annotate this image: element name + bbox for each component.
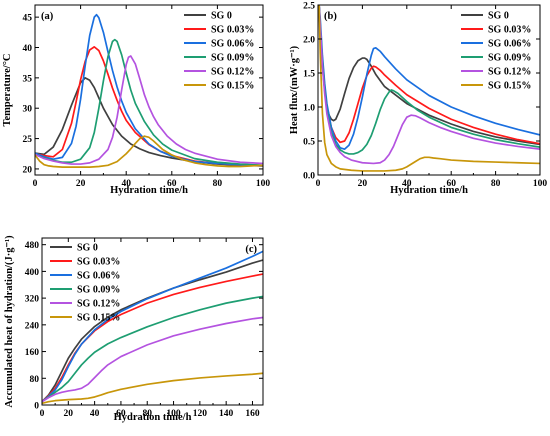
y-tick-label: 400 — [25, 268, 40, 278]
legend-label: SG 0 — [211, 11, 232, 22]
y-tick-label: 35 — [23, 74, 33, 84]
x-axis-title: Hydration time/h — [110, 185, 188, 196]
legend-label: SG 0.09% — [211, 53, 254, 64]
y-tick-label: 160 — [25, 348, 40, 358]
x-tick-label: 40 — [402, 179, 412, 189]
x-tick-label: 80 — [142, 409, 152, 419]
y-axis-title: Heat flux/(mW·g⁻¹) — [289, 45, 300, 134]
legend-label: SG 0.06% — [211, 39, 254, 50]
y-tick-label: 240 — [25, 321, 40, 331]
x-tick-label: 40 — [90, 409, 100, 419]
x-tick-label: 80 — [491, 179, 501, 189]
legend-label: SG 0.09% — [77, 285, 120, 296]
x-tick-label: 60 — [446, 179, 456, 189]
y-tick-label: 30 — [23, 105, 33, 115]
x-tick-label: 20 — [64, 409, 74, 419]
legend-label: SG 0.12% — [211, 67, 254, 78]
y-tick-label: 40 — [23, 44, 33, 54]
y-tick-label: 0.5 — [303, 138, 315, 148]
legend-label: SG 0.15% — [77, 313, 120, 324]
series-line-sg-0-12- — [35, 55, 263, 165]
y-tick-label: 1.0 — [303, 104, 315, 114]
legend-label: SG 0.03% — [488, 25, 531, 36]
x-tick-label: 0 — [33, 179, 38, 189]
legend-label: SG 0.15% — [211, 81, 254, 92]
series-line-sg-0-06- — [318, 5, 540, 151]
panel-label: (c) — [245, 244, 257, 255]
legend-label: SG 0.15% — [488, 81, 531, 92]
x-tick-label: 160 — [245, 409, 260, 419]
series-line-sg-0-12- — [318, 5, 540, 165]
y-tick-label: 2.5 — [303, 2, 315, 12]
y-tick-label: 25 — [23, 135, 33, 145]
panel-label: (b) — [324, 11, 337, 22]
x-tick-label: 20 — [358, 179, 368, 189]
legend: SG 0 SG 0.03% SG 0.06% SG 0.09% SG 0.12% SG 0… — [50, 243, 120, 324]
legend-label: SG 0.09% — [488, 53, 531, 64]
x-tick-label: 100 — [256, 179, 271, 189]
x-axis-title: Hydration time/h — [114, 412, 192, 423]
panel-label: (a) — [41, 11, 54, 22]
legend-label: SG 0.06% — [77, 271, 120, 282]
legend: SG 0 SG 0.03% SG 0.06% SG 0.09% SG 0.12% SG 0… — [461, 11, 531, 92]
legend-label: SG 0 — [488, 11, 509, 22]
y-tick-label: 0 — [34, 402, 39, 412]
legend-label: SG 0.06% — [488, 39, 531, 50]
series-line-sg-0-03- — [42, 273, 263, 403]
legend-label: SG 0.03% — [77, 257, 120, 268]
series-line-sg-0-06- — [42, 250, 263, 403]
x-tick-label: 40 — [121, 179, 131, 189]
x-tick-label: 140 — [219, 409, 234, 419]
series-line-sg-0-15- — [35, 135, 263, 168]
y-tick-label: 480 — [25, 241, 40, 251]
x-tick-label: 80 — [213, 179, 223, 189]
y-tick-label: 320 — [25, 295, 40, 305]
y-tick-label: 0.0 — [303, 172, 315, 182]
legend: SG 0 SG 0.03% SG 0.06% SG 0.09% SG 0.12% SG 0… — [184, 11, 254, 92]
y-tick-label: 80 — [30, 375, 40, 385]
series-line-sg-0-15- — [42, 372, 263, 405]
x-tick-label: 60 — [116, 409, 126, 419]
series-line-sg-0-09- — [35, 38, 263, 167]
series-line-sg-0 — [42, 259, 263, 403]
y-axis-title: Temperature/°C — [2, 53, 13, 126]
series-line-sg-0-15- — [318, 5, 540, 172]
chart-panel-3: 0 20 40 60 80 100 120 140 160 0 80 160 240 320 400 480 H… — [4, 235, 264, 423]
series-line-sg-0-12- — [42, 316, 263, 403]
chart-panel-2: 0 20 40 60 80 100 0.0 0.5 1.0 1.5 2.0 2.5 Hydration … — [289, 2, 547, 197]
y-tick-label: 45 — [23, 14, 33, 24]
x-tick-label: 0 — [40, 409, 45, 419]
x-tick-label: 0 — [316, 179, 321, 189]
x-axis-title: Hydration time/h — [390, 185, 468, 196]
y-tick-label: 2.0 — [303, 36, 315, 46]
x-tick-label: 20 — [76, 179, 86, 189]
y-axis-title: Accumulated heat of hydration/(J·g⁻¹) — [4, 235, 15, 408]
x-tick-label: 100 — [533, 179, 548, 189]
legend-label: SG 0.03% — [211, 25, 254, 36]
x-tick-label: 60 — [167, 179, 177, 189]
legend-label: SG 0 — [77, 243, 98, 254]
series-line-sg-0-09- — [42, 295, 263, 403]
series-line-sg-0-06- — [35, 13, 263, 167]
y-tick-label: 20 — [23, 165, 33, 175]
y-tick-label: 1.5 — [303, 70, 315, 80]
legend-label: SG 0.12% — [488, 67, 531, 78]
x-tick-label: 120 — [193, 409, 208, 419]
x-tick-label: 100 — [166, 409, 181, 419]
legend-label: SG 0.12% — [77, 299, 120, 310]
plot-frame — [41, 237, 264, 406]
